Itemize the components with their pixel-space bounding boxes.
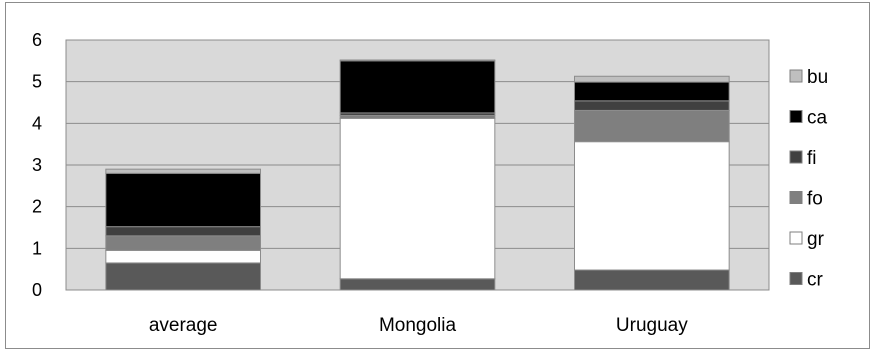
legend-swatch-fi (789, 150, 803, 164)
legend-label-fo: fo (807, 189, 823, 210)
legend-label-ca: ca (807, 108, 828, 129)
legend-swatch-gr (789, 231, 803, 245)
x-tick-label: Uruguay (616, 315, 688, 336)
y-axis-ticks: 0 1 2 3 4 5 6 (32, 30, 42, 300)
legend: bu ca fi fo gr cr (789, 67, 828, 291)
y-tick-label: 2 (32, 197, 42, 217)
bar-segment-cr-average (105, 262, 261, 291)
bar-segment-fo-average (105, 235, 261, 251)
bar-segment-cr-uruguay (574, 269, 730, 291)
y-tick-label: 3 (32, 155, 42, 175)
bar-segment-cr-mongolia (339, 278, 496, 291)
bar-segment-ca-average (105, 172, 261, 228)
legend-swatch-bu (789, 69, 803, 83)
bars (105, 59, 730, 291)
bar-segment-ca-uruguay (574, 81, 730, 102)
bar-segment-gr-average (105, 249, 261, 264)
x-axis-labels: average Mongolia Uruguay (149, 315, 688, 336)
legend-label-bu: bu (807, 67, 828, 88)
bar-segment-bu-average (105, 168, 261, 174)
bar-segment-ca-mongolia (339, 60, 496, 114)
bar-segment-gr-uruguay (574, 141, 730, 271)
y-tick-label: 4 (32, 113, 42, 133)
y-tick-label: 0 (32, 280, 42, 300)
y-tick-label: 5 (32, 72, 42, 92)
y-tick-label: 1 (32, 238, 42, 258)
bar-segment-fi-uruguay (574, 100, 730, 111)
legend-swatch-cr (789, 272, 803, 285)
bar-segment-fo-uruguay (574, 109, 730, 143)
bar-segment-fi-average (105, 226, 261, 237)
bar-segment-bu-uruguay (574, 75, 730, 83)
x-tick-label: Mongolia (379, 315, 457, 336)
legend-label-fi: fi (807, 148, 817, 169)
x-tick-label: average (149, 315, 218, 336)
legend-swatch-ca (789, 110, 803, 123)
legend-swatch-fo (789, 191, 803, 204)
bar-segment-gr-mongolia (339, 117, 496, 280)
legend-label-cr: cr (807, 270, 824, 291)
y-tick-label: 6 (32, 30, 42, 50)
legend-label-gr: gr (807, 229, 825, 250)
bar-segment-bu-mongolia (339, 59, 496, 62)
